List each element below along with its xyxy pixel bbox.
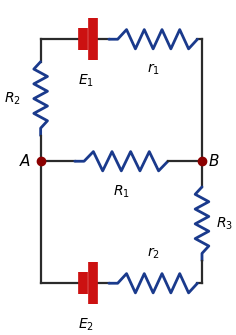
Text: $R_1$: $R_1$: [113, 184, 130, 200]
Text: $r_1$: $r_1$: [147, 62, 160, 77]
Text: $E_2$: $E_2$: [78, 317, 94, 333]
Text: $r_2$: $r_2$: [147, 245, 160, 261]
Text: $E_1$: $E_1$: [78, 73, 94, 89]
Text: $R_2$: $R_2$: [4, 90, 21, 107]
Text: $A$: $A$: [19, 153, 32, 169]
Text: $B$: $B$: [208, 153, 219, 169]
Text: $R_3$: $R_3$: [216, 216, 233, 232]
